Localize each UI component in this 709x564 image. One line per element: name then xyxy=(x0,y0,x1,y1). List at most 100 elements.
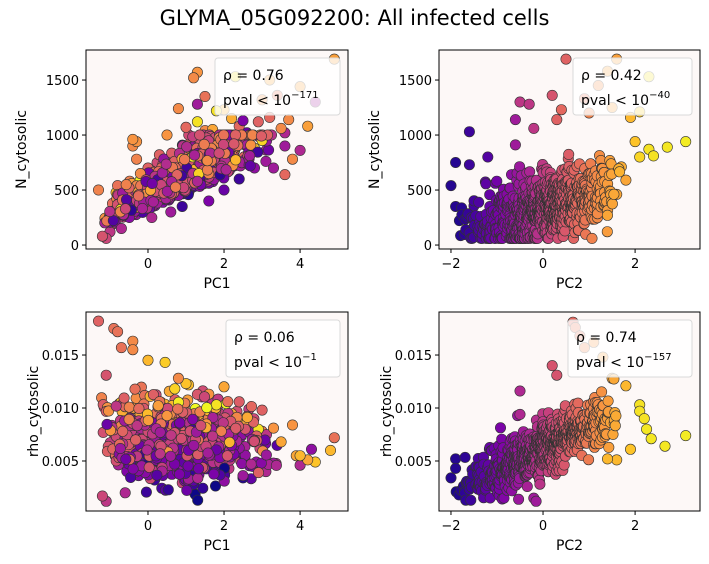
data-point xyxy=(253,467,265,479)
legend-rho: ρ = 0.42 xyxy=(581,68,642,84)
x-tick-label: −2 xyxy=(441,257,460,272)
y-tick-label: 1500 xyxy=(399,74,432,89)
data-point xyxy=(201,402,213,414)
legend-box xyxy=(567,319,693,378)
data-point xyxy=(586,232,598,244)
y-tick-label: 500 xyxy=(54,184,79,199)
data-point xyxy=(275,122,287,134)
data-point xyxy=(244,160,256,172)
data-point xyxy=(279,140,291,152)
data-point xyxy=(482,151,494,163)
data-point xyxy=(551,114,563,126)
data-point xyxy=(127,463,139,475)
data-point xyxy=(154,426,166,438)
data-point xyxy=(270,459,282,471)
data-point xyxy=(162,484,174,496)
data-point xyxy=(611,454,623,466)
x-tick-label: 0 xyxy=(144,519,152,534)
data-point xyxy=(147,196,159,208)
data-point xyxy=(221,450,233,462)
data-point xyxy=(222,396,234,408)
x-tick-label: 0 xyxy=(539,257,547,272)
data-point xyxy=(161,410,173,422)
y-axis-label: N_cytosolic xyxy=(367,110,383,189)
x-tick-label: 0 xyxy=(144,257,152,272)
data-point xyxy=(473,196,485,208)
data-point xyxy=(147,389,159,401)
data-point xyxy=(188,72,200,84)
legend: ρ = 0.06 pval < 10−1 xyxy=(225,319,341,378)
y-tick-label: 0.010 xyxy=(395,402,432,417)
data-point xyxy=(146,178,158,190)
data-point xyxy=(220,164,232,176)
subplot-top-left: 0 2 4 0 500 1000 1500 PC1 N_cytosolic ρ = 0.76pva… xyxy=(14,49,349,292)
data-point xyxy=(572,397,584,409)
y-tick-label: 500 xyxy=(407,184,432,199)
data-point xyxy=(241,411,253,423)
data-point xyxy=(620,174,632,186)
legend-box xyxy=(225,319,341,378)
data-point xyxy=(120,453,132,465)
axes-frame xyxy=(85,49,349,250)
data-point xyxy=(181,141,193,153)
data-point xyxy=(629,136,641,148)
data-point xyxy=(115,342,127,354)
data-point xyxy=(445,180,457,192)
x-axis-label: PC1 xyxy=(203,276,230,292)
data-point xyxy=(294,450,306,462)
data-point xyxy=(202,164,214,176)
data-point xyxy=(161,129,173,141)
data-point xyxy=(614,166,626,178)
data-point xyxy=(201,155,213,167)
data-point xyxy=(305,443,317,455)
data-point xyxy=(142,354,154,366)
data-point xyxy=(130,434,142,446)
data-point xyxy=(181,484,193,496)
legend-pval-exponent: −171 xyxy=(291,90,318,101)
data-point xyxy=(551,369,563,381)
data-point xyxy=(218,129,230,141)
legend-pval: pval < 10−1 xyxy=(234,352,317,371)
data-point xyxy=(215,425,227,437)
x-tick-label: 2 xyxy=(631,519,639,534)
data-point xyxy=(560,53,572,65)
data-point xyxy=(583,454,595,466)
data-point xyxy=(546,89,558,101)
legend-box xyxy=(572,57,693,116)
data-point xyxy=(494,422,506,434)
data-point xyxy=(93,184,105,196)
points-layer xyxy=(445,316,692,507)
data-point xyxy=(180,378,192,390)
data-point xyxy=(152,400,164,412)
data-point xyxy=(207,411,219,423)
data-point xyxy=(528,122,540,134)
data-point xyxy=(638,413,650,425)
data-point xyxy=(136,203,148,215)
data-point xyxy=(228,138,240,150)
data-point xyxy=(112,326,124,338)
data-point xyxy=(127,133,139,145)
axes-frame xyxy=(438,49,701,250)
data-point xyxy=(236,458,248,470)
data-point xyxy=(248,435,260,447)
data-point xyxy=(509,139,521,151)
data-point xyxy=(233,173,245,185)
data-point xyxy=(233,396,245,408)
data-point xyxy=(661,141,673,153)
data-point xyxy=(165,206,177,218)
data-point xyxy=(172,103,184,115)
data-point xyxy=(193,463,205,475)
data-point xyxy=(286,153,298,165)
data-point xyxy=(189,149,201,161)
data-point xyxy=(659,440,671,452)
data-point xyxy=(283,114,295,126)
data-point xyxy=(169,383,181,395)
data-point xyxy=(230,422,242,434)
y-tick-label: 0.005 xyxy=(395,455,432,470)
data-point xyxy=(104,206,116,218)
data-point xyxy=(123,413,135,425)
data-point xyxy=(514,96,526,108)
data-point xyxy=(208,468,220,480)
subplot-bottom-left: 0 2 4 0.005 0.010 0.015 PC1 rho_cytosolic ρ = 0.… xyxy=(26,311,349,554)
data-point xyxy=(131,420,143,432)
